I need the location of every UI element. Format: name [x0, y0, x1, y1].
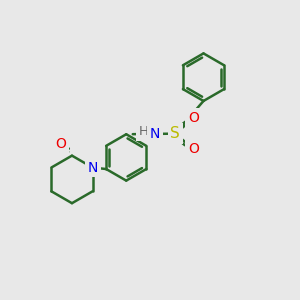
Text: O: O [188, 142, 199, 156]
Text: N: N [150, 127, 160, 141]
Text: H: H [138, 125, 148, 138]
Text: S: S [170, 126, 180, 141]
Text: O: O [188, 111, 199, 125]
Text: N: N [87, 160, 98, 175]
Text: O: O [55, 137, 66, 151]
